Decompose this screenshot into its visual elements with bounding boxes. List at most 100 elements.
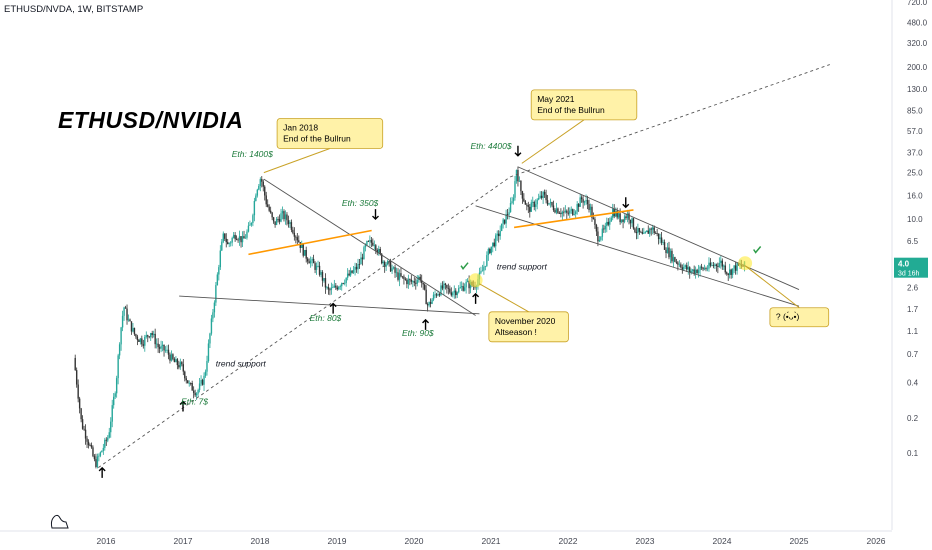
- candle-body: [463, 287, 466, 291]
- candle-body: [462, 286, 464, 291]
- candle-body: [275, 218, 278, 225]
- candle-body: [690, 270, 692, 273]
- candle-body: [460, 286, 463, 288]
- candle-body: [505, 214, 507, 224]
- candle-body: [663, 242, 666, 250]
- candle-body: [600, 236, 602, 240]
- candle-body: [314, 263, 316, 270]
- candle-body: [311, 258, 313, 261]
- candle-body: [495, 235, 497, 247]
- candle-body: [540, 195, 543, 198]
- candle-body: [336, 287, 338, 290]
- candle-body: [181, 362, 183, 365]
- candle-body: [107, 437, 109, 441]
- candle-body: [167, 349, 170, 355]
- candle-body: [386, 260, 389, 265]
- candle-body: [421, 280, 423, 283]
- candle-body: [487, 248, 490, 256]
- candle-body: [298, 240, 300, 243]
- current-price-value: 4.0: [898, 260, 910, 269]
- candle-body: [730, 269, 732, 275]
- candle-body: [489, 248, 491, 254]
- candle-body: [623, 216, 626, 222]
- x-tick-label: 2021: [482, 536, 501, 546]
- candle-body: [170, 354, 173, 361]
- x-tick-label: 2016: [97, 536, 116, 546]
- candle-body: [465, 281, 467, 288]
- x-tick-label: 2017: [174, 536, 193, 546]
- candle-body: [694, 269, 697, 274]
- candle-body: [250, 223, 253, 225]
- candle-body: [121, 315, 124, 328]
- candle-body: [241, 236, 244, 243]
- candle-body: [247, 225, 250, 232]
- candle-body: [83, 428, 85, 430]
- candle-body: [302, 244, 304, 256]
- candle-body: [720, 260, 722, 264]
- candle-body: [598, 239, 601, 242]
- candle-body: [296, 237, 299, 241]
- candle-body: [625, 216, 627, 218]
- candle-body: [515, 169, 518, 182]
- candle-body: [640, 231, 642, 233]
- candle-body: [173, 359, 176, 363]
- candle-body: [419, 276, 421, 281]
- candle-body: [382, 261, 384, 264]
- candle-body: [680, 264, 682, 268]
- candle-body: [498, 233, 500, 237]
- candle-body: [700, 266, 703, 268]
- candle-body: [638, 228, 641, 232]
- trend-support-label: trend support: [497, 262, 548, 272]
- candle-body: [191, 383, 193, 391]
- candle-body: [360, 257, 362, 265]
- y-tick-label: 0.7: [907, 350, 919, 359]
- trend-line: [263, 178, 476, 316]
- candle-body: [281, 211, 284, 214]
- candle-body: [261, 179, 263, 182]
- candle-body: [324, 278, 327, 288]
- candle-body: [601, 228, 604, 237]
- candle-body: [151, 333, 153, 335]
- candle-body: [440, 285, 442, 296]
- candle-body: [89, 445, 91, 446]
- eth-price-label: Eth: 7$: [181, 396, 208, 406]
- candle-body: [118, 344, 121, 356]
- candle-body: [178, 365, 180, 368]
- candle-body: [703, 268, 706, 270]
- candle-body: [459, 287, 461, 289]
- candle-body: [438, 294, 441, 296]
- candle-body: [219, 250, 222, 268]
- candle-body: [346, 273, 349, 278]
- eth-price-label: Eth: 350$: [342, 198, 379, 208]
- candle-body: [681, 267, 684, 270]
- candle-body: [99, 452, 102, 456]
- y-tick-label: 0.1: [907, 449, 919, 458]
- candle-body: [526, 204, 528, 206]
- candle-body: [564, 210, 567, 212]
- candle-body: [240, 236, 242, 243]
- candle-body: [305, 249, 307, 259]
- candle-body: [659, 237, 661, 240]
- candle-body: [237, 239, 239, 241]
- candle-body: [385, 264, 387, 267]
- candle-body: [705, 268, 707, 270]
- candle-body: [724, 265, 726, 273]
- candle-body: [656, 233, 658, 235]
- candle-body: [549, 202, 552, 204]
- candle-body: [372, 242, 374, 246]
- candle-body: [614, 211, 617, 217]
- candle-body: [154, 333, 156, 345]
- candle-body: [583, 201, 586, 203]
- candle-body: [358, 264, 361, 265]
- up-arrow-icon: [98, 466, 106, 478]
- candle-body: [586, 200, 589, 205]
- candle-body: [546, 200, 549, 205]
- candle-body: [141, 338, 143, 345]
- candle-body: [172, 354, 174, 360]
- candle-body: [232, 234, 235, 238]
- candle-body: [341, 283, 343, 287]
- candle-body: [375, 245, 377, 251]
- candle-body: [389, 261, 392, 272]
- candle-body: [176, 359, 179, 366]
